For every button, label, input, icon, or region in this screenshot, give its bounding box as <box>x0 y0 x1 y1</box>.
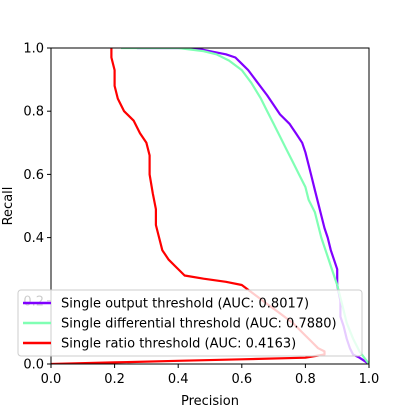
y-tick-label: 0.0 <box>23 358 44 373</box>
x-tick-label: 1.0 <box>359 372 380 387</box>
legend-label-1: Single output threshold (AUC: 0.8017) <box>61 297 309 312</box>
x-axis-label: Precision <box>181 394 239 409</box>
ticks-layer: 0.00.20.40.60.81.00.00.20.40.60.81.0 <box>23 42 379 388</box>
legend-label-2: Single differential threshold (AUC: 0.78… <box>61 317 337 332</box>
y-axis-label: Recall <box>1 187 16 226</box>
x-tick-label: 0.8 <box>295 372 316 387</box>
x-tick-label: 0.4 <box>168 372 189 387</box>
legend-label-3: Single ratio threshold (AUC: 0.4163) <box>61 337 296 352</box>
legend-box <box>17 289 363 357</box>
legend: Single output threshold (AUC: 0.8017) Sin… <box>17 289 363 357</box>
x-tick-label: 0.0 <box>41 372 62 387</box>
plot-frame <box>50 47 370 365</box>
x-tick-label: 0.2 <box>104 372 125 387</box>
y-tick-label: 0.4 <box>23 231 44 246</box>
y-tick-label: 0.6 <box>23 168 44 183</box>
y-tick-label: 0.8 <box>23 105 44 120</box>
y-tick-label: 1.0 <box>23 42 44 57</box>
x-tick-label: 0.6 <box>231 372 252 387</box>
